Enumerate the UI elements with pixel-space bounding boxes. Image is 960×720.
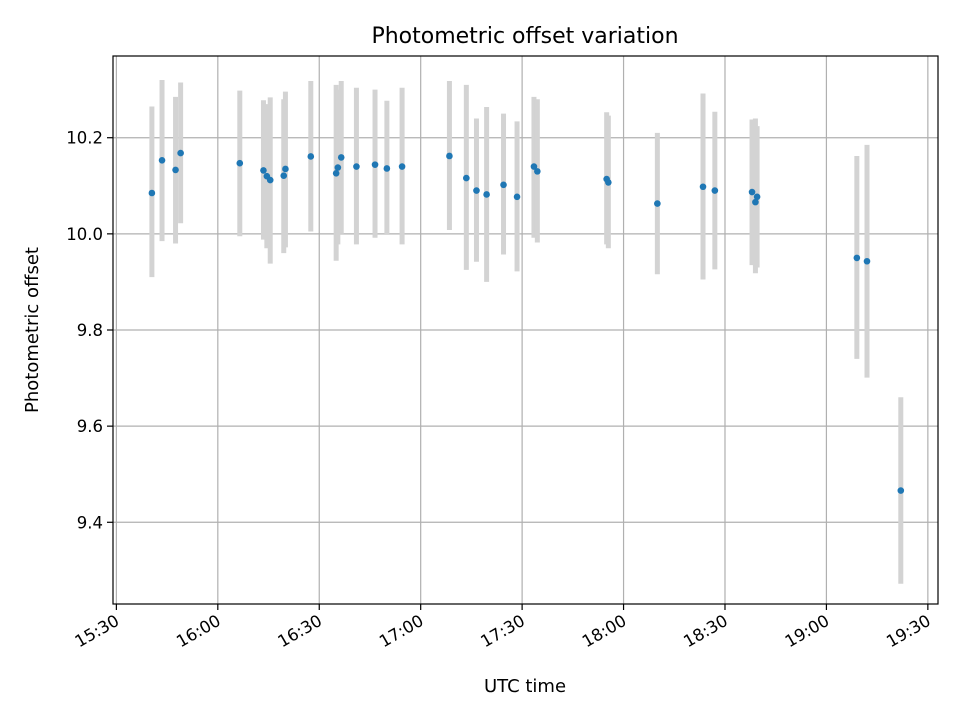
data-point	[172, 166, 179, 174]
data-point	[654, 200, 661, 207]
x-tick-label: 16:00	[173, 611, 224, 651]
data-point	[266, 176, 274, 184]
data-point	[500, 181, 507, 189]
data-point	[282, 165, 289, 173]
data-point	[177, 149, 184, 157]
data-point	[530, 163, 538, 170]
data-point	[534, 168, 541, 175]
x-tick-label: 18:30	[680, 611, 731, 651]
data-point	[371, 161, 379, 168]
y-tick-label: 9.8	[77, 321, 103, 340]
x-axis-label: UTC time	[484, 676, 566, 697]
y-tick-label: 10.2	[66, 129, 103, 148]
x-tick-label: 16:30	[275, 611, 326, 651]
data-point	[605, 179, 612, 186]
tick-labels: 15:30 16:00 16:30 17:00 17:30 18:00 18:30 19:00…	[66, 129, 934, 652]
x-tick-label: 15:30	[72, 611, 123, 651]
y-tick-label: 10.0	[66, 225, 103, 244]
y-tick-label: 9.4	[77, 513, 103, 532]
data-point	[307, 153, 315, 160]
data-point	[446, 152, 453, 160]
data-point	[699, 183, 707, 191]
data-point	[260, 167, 267, 174]
data-point	[473, 187, 480, 194]
data-point	[148, 189, 156, 197]
axis-ticks	[107, 137, 929, 610]
x-tick-label: 17:00	[376, 611, 427, 651]
data-point	[748, 188, 756, 196]
data-point	[337, 154, 345, 161]
x-tick-label: 18:00	[579, 611, 630, 651]
data-point	[280, 172, 288, 179]
data-point	[897, 487, 905, 494]
data-point	[332, 169, 340, 177]
grid	[113, 56, 938, 604]
data-point	[513, 193, 521, 201]
data-point	[483, 191, 490, 198]
data-point	[158, 157, 166, 164]
y-axis-label: Photometric offset	[22, 247, 43, 413]
data-point	[383, 165, 391, 172]
data-point	[236, 159, 244, 167]
data-point	[463, 174, 470, 182]
x-tick-label: 19:00	[782, 611, 833, 651]
y-tick-label: 9.6	[77, 417, 103, 436]
data-points	[148, 149, 905, 494]
data-point	[863, 257, 871, 265]
data-point	[353, 163, 360, 170]
data-point	[334, 164, 342, 171]
x-tick-label: 19:30	[883, 611, 934, 651]
data-point	[853, 254, 861, 262]
data-point	[753, 193, 761, 201]
data-point	[398, 163, 406, 170]
data-point	[711, 187, 719, 194]
x-tick-label: 17:30	[477, 611, 528, 651]
data-point	[752, 198, 759, 206]
error-bars	[149, 80, 904, 584]
chart-title: Photometric offset variation	[371, 24, 678, 49]
